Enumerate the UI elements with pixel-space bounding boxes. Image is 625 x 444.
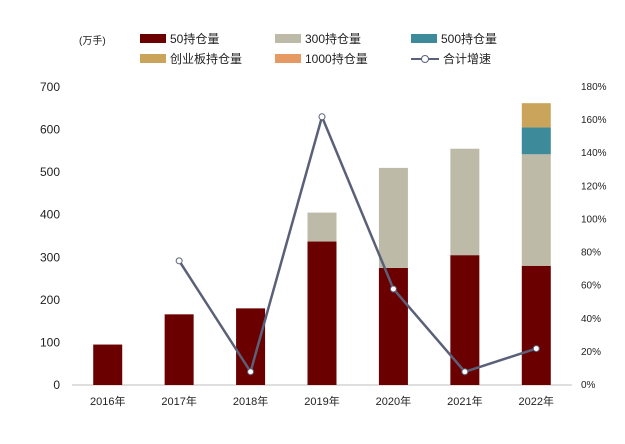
x-axis-tick-label: 2017年 — [161, 394, 196, 408]
growth-line — [178, 115, 537, 374]
legend-label-50: 50持仓量 — [170, 32, 220, 46]
bar-segment-1 — [378, 167, 408, 268]
legend-swatch-300 — [275, 34, 301, 43]
growth-line-point — [389, 285, 397, 293]
bar-segment-0 — [521, 265, 551, 385]
right-axis-tick-label: 20% — [581, 347, 601, 358]
bar-segment-1 — [307, 212, 337, 242]
bar-segment-1 — [450, 148, 480, 256]
x-axis-tick-label: 2021年 — [447, 394, 482, 408]
legend-label-500: 500持仓量 — [441, 32, 498, 46]
legend-swatch-1000 — [275, 54, 301, 63]
left-axis-tick-label: 500 — [40, 165, 60, 179]
growth-line-point — [175, 257, 183, 265]
legend-item-500: 500持仓量 — [411, 30, 497, 47]
left-axis-tick-label: 700 — [40, 80, 60, 94]
left-axis-unit-label: (万手) — [79, 36, 106, 47]
bar-segment-1 — [521, 154, 551, 266]
x-axis-tick-label: 2019年 — [304, 394, 339, 408]
legend-label-1000: 1000持仓量 — [305, 52, 368, 66]
left-axis-tick-label: 200 — [40, 293, 60, 307]
bar-segment-0 — [93, 344, 123, 385]
left-axis-tick-label: 100 — [40, 335, 60, 349]
bar-segment-0 — [450, 255, 480, 385]
x-axis-tick-label: 2022年 — [519, 394, 554, 408]
legend-item-1000: 1000持仓量 — [275, 50, 368, 67]
legend-item-growth: 合计增速 — [411, 50, 491, 67]
left-axis-tick-label: 600 — [40, 123, 60, 137]
legend-label-300: 300持仓量 — [305, 32, 362, 46]
x-axis-tick-label: 2018年 — [233, 394, 268, 408]
right-axis-tick-label: 60% — [581, 281, 601, 292]
right-axis-tick-label: 100% — [581, 214, 607, 225]
legend-item-chinext: 创业板持仓量 — [140, 50, 242, 67]
right-axis-tick-label: 0% — [581, 380, 596, 391]
right-axis-tick-label: 120% — [581, 181, 607, 192]
right-axis-tick-label: 40% — [581, 314, 601, 325]
legend-label-growth: 合计增速 — [443, 52, 492, 66]
legend-swatch-50 — [140, 34, 166, 43]
bar-segment-3 — [521, 103, 551, 128]
bar-segment-0 — [307, 241, 337, 385]
growth-line-point — [247, 368, 255, 376]
legend-item-300: 300持仓量 — [275, 30, 361, 47]
right-axis-tick-label: 80% — [581, 248, 601, 259]
growth-line-point — [318, 113, 326, 121]
legend-swatch-500 — [411, 34, 437, 43]
left-axis-tick-label: 300 — [40, 250, 60, 264]
left-axis-tick-label: 400 — [40, 208, 60, 222]
right-axis-tick-label: 160% — [581, 115, 607, 126]
left-axis-tick-label: 0 — [53, 378, 60, 392]
x-axis-tick-label: 2016年 — [90, 394, 125, 408]
bar-segment-2 — [521, 127, 551, 155]
growth-line-point — [461, 368, 469, 376]
right-axis-tick-label: 140% — [581, 148, 607, 159]
legend-label-chinext: 创业板持仓量 — [170, 52, 243, 66]
legend-item-50: 50持仓量 — [140, 30, 219, 47]
legend-swatch-chinext — [140, 54, 166, 63]
bar-segment-0 — [164, 314, 194, 385]
right-axis-tick-label: 180% — [581, 82, 607, 93]
legend-swatch-growth — [411, 54, 439, 64]
x-axis-tick-label: 2020年 — [376, 394, 411, 408]
growth-line-point — [532, 345, 540, 353]
